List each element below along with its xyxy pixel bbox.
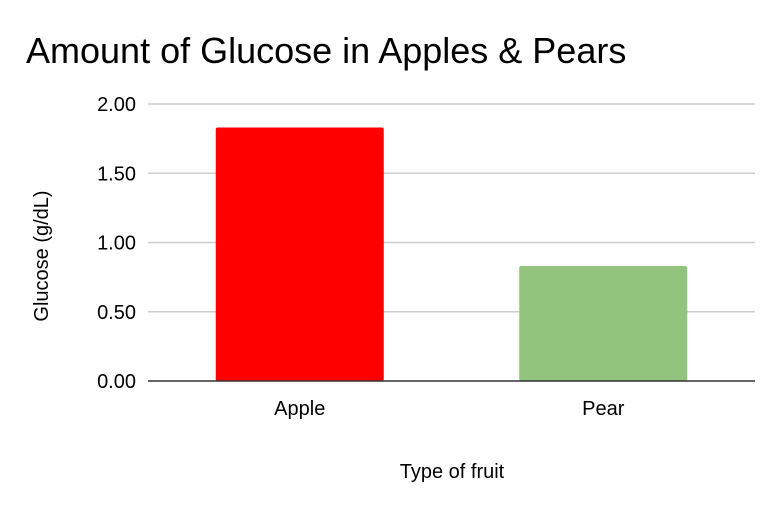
y-tick-label: 1.00 bbox=[97, 233, 136, 255]
x-axis-tick-labels: Apple Pear bbox=[274, 398, 625, 420]
bar-pear bbox=[519, 266, 688, 381]
x-axis-label: Type of fruit bbox=[400, 461, 505, 483]
y-tick-label: 2.00 bbox=[97, 94, 136, 116]
x-tick-label: Pear bbox=[582, 398, 625, 420]
y-axis-tick-labels: 0.00 0.50 1.00 1.50 2.00 bbox=[97, 94, 136, 393]
bars bbox=[215, 127, 688, 381]
y-tick-label: 1.50 bbox=[97, 163, 136, 185]
y-tick-label: 0.00 bbox=[97, 371, 136, 393]
bar-apple bbox=[215, 127, 384, 381]
chart-title: Amount of Glucose in Apples & Pears bbox=[26, 30, 626, 71]
y-axis-label: Glucose (g/dL) bbox=[31, 190, 53, 321]
y-tick-label: 0.50 bbox=[97, 302, 136, 324]
x-tick-label: Apple bbox=[274, 398, 325, 420]
